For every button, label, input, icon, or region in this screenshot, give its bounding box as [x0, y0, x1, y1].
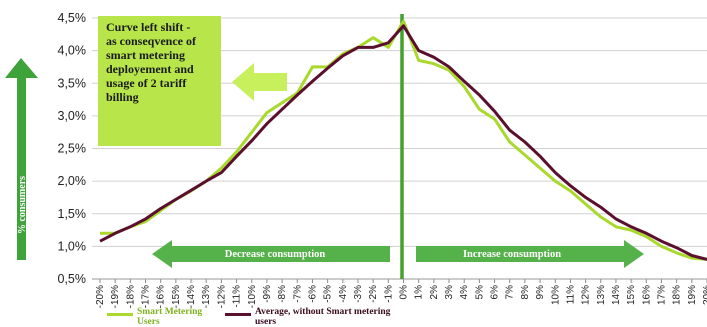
legend-label-average: Average, without Smart metering users [255, 307, 391, 327]
legend-swatch-average [225, 313, 251, 316]
y-tick-label: 0,5% [58, 272, 87, 286]
y-axis-label: % consumers [17, 176, 28, 234]
x-tick-label: 7% [505, 285, 516, 300]
increase-label: Increase consumption [463, 249, 561, 260]
x-tick-label: -9% [262, 285, 273, 303]
x-tick-label: 1% [414, 285, 425, 300]
x-tick-label: -12% [216, 285, 227, 308]
callout-text: Curve left shift - as conseqvence of sma… [106, 20, 196, 104]
x-tick-label: 17% [656, 285, 667, 305]
y-axis-label-text: % consumers [17, 176, 28, 234]
x-tick-label: 19% [687, 285, 698, 305]
left-shift-arrow [232, 63, 287, 101]
y-tick-labels: 0,5% 1,0% 1,5% 2,0% 2,5% 3,0% 3,5% 4,0% 4,5% [58, 11, 87, 286]
x-tick-label: -20% [95, 285, 106, 308]
x-tick-label: -14% [186, 285, 197, 308]
x-tick-label: -1% [383, 285, 394, 303]
legend-label-smart: Smart Metering Users [137, 307, 203, 327]
increase-arrow: Increase consumption [416, 240, 644, 268]
x-tick-label: 15% [626, 285, 637, 305]
y-axis-arrow [5, 58, 38, 260]
x-tick-label: 10% [550, 285, 561, 305]
x-tick-label: -15% [171, 285, 182, 308]
decrease-label: Decrease consumption [225, 249, 326, 260]
x-tick-label: 18% [672, 285, 683, 305]
x-tick-label: 14% [611, 285, 622, 305]
series-lines [99, 19, 707, 261]
x-tick-label: 20% [702, 285, 707, 305]
x-tick-label: 3% [444, 285, 455, 300]
callout-box: Curve left shift - as conseqvence of sma… [98, 16, 221, 146]
x-tick-label: -18% [125, 285, 136, 308]
decrease-arrow: Decrease consumption [152, 240, 390, 268]
y-tick-label: 3,0% [58, 109, 87, 123]
x-tick-label: 6% [490, 285, 501, 300]
y-tick-label: 4,5% [58, 11, 87, 25]
x-tick-label: 4% [459, 285, 470, 300]
x-tick-label: -5% [323, 285, 334, 303]
x-tick-label: -16% [156, 285, 167, 308]
x-tick-label: -17% [141, 285, 152, 308]
x-tick-label: -8% [277, 285, 288, 303]
x-tick-label: 9% [535, 285, 546, 300]
x-tick-label: 5% [474, 285, 485, 300]
x-tick-label: 12% [581, 285, 592, 305]
series-line-average [99, 24, 707, 261]
x-tick-label: -19% [110, 285, 121, 308]
x-tick-label: -7% [292, 285, 303, 303]
x-tick-label: -13% [201, 285, 212, 308]
x-tick-label: 13% [596, 285, 607, 305]
x-tick-labels: -20% -19% -18% -17% -16% -15% -14% -13% -12% -11%… [95, 279, 707, 308]
x-tick-label: 2% [429, 285, 440, 300]
y-tick-label: 1,0% [58, 239, 87, 253]
legend: Smart Metering Users Average, without Sm… [107, 307, 407, 327]
y-tick-label: 4,0% [58, 44, 87, 58]
x-tick-label: 16% [641, 285, 652, 305]
x-tick-label: -10% [247, 285, 258, 308]
x-tick-label: -4% [338, 285, 349, 303]
x-tick-label: -6% [307, 285, 318, 303]
legend-swatch-smart [107, 313, 133, 316]
x-tick-label: 0% [399, 285, 410, 300]
y-tick-label: 2,0% [58, 174, 87, 188]
x-tick-label: -11% [232, 285, 243, 308]
x-tick-label: -2% [368, 285, 379, 303]
x-tick-label: -3% [353, 285, 364, 303]
x-tick-label: 11% [565, 285, 576, 304]
y-tick-label: 2,5% [58, 142, 87, 156]
y-tick-label: 3,5% [58, 76, 87, 90]
x-tick-label: 8% [520, 285, 531, 300]
y-tick-label: 1,5% [58, 207, 87, 221]
